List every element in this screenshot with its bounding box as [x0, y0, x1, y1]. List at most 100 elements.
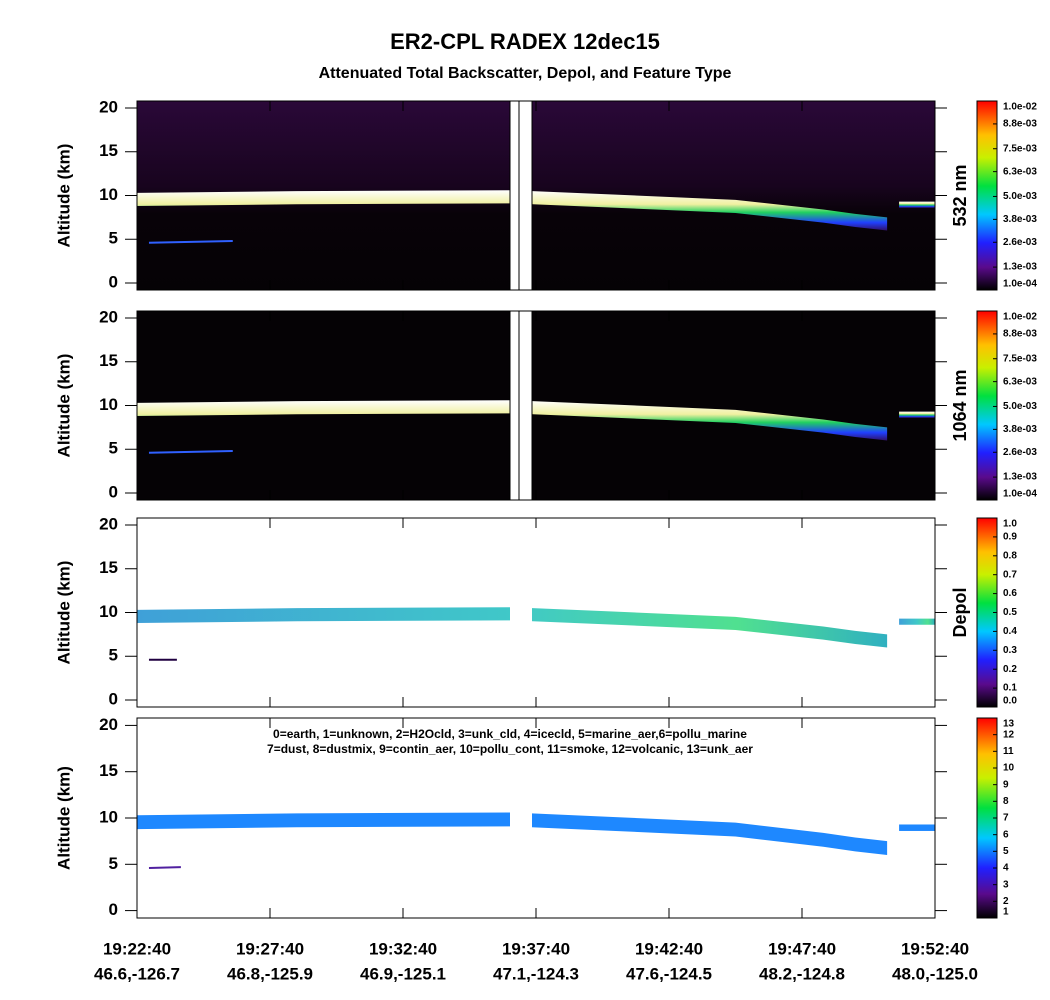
x-location-label: 47.6,-124.5 — [626, 964, 712, 983]
data-gap — [510, 101, 532, 290]
x-location-label: 46.6,-126.7 — [94, 964, 180, 983]
y-tick-label: 10 — [99, 185, 118, 204]
colorbar-tick-label: 0.3 — [1003, 645, 1017, 656]
cloud-layer — [137, 190, 888, 231]
y-axis-label: Altitude (km) — [54, 144, 73, 248]
colorbar-tick-label: 7.5e-03 — [1003, 143, 1037, 154]
y-tick-label: 5 — [109, 854, 118, 873]
legend-annotation: 0=earth, 1=unknown, 2=H2Ocld, 3=unk_cld,… — [273, 727, 747, 741]
colorbar-tick-label: 3 — [1003, 879, 1009, 890]
colorbar-tick-label: 2 — [1003, 896, 1009, 907]
y-axis-label: Altitude (km) — [54, 766, 73, 870]
y-tick-label: 0 — [109, 272, 118, 291]
colorbar-tick-label: 3.8e-03 — [1003, 424, 1037, 435]
colorbar-tick-label: 2.6e-03 — [1003, 447, 1037, 458]
colorbar-tick-label: 6.3e-03 — [1003, 166, 1037, 177]
y-tick-label: 10 — [99, 395, 118, 414]
colorbar-tick-label: 6 — [1003, 829, 1009, 840]
colorbar-tick-label: 0.7 — [1003, 569, 1017, 580]
colorbar-tick-label: 0.1 — [1003, 683, 1017, 694]
x-location-label: 48.0,-125.0 — [892, 964, 978, 983]
x-location-label: 46.8,-125.9 — [227, 964, 313, 983]
aerosol-streak — [148, 240, 233, 244]
colorbar-tick-label: 1 — [1003, 907, 1009, 918]
cloud-layer — [899, 824, 935, 831]
colorbar-tick-label: 1.0e-02 — [1003, 102, 1037, 113]
colorbar-label: Depol — [950, 587, 970, 637]
cloud-layer — [899, 411, 935, 418]
y-tick-label: 15 — [99, 761, 118, 780]
x-tick-label: 19:27:40 — [236, 939, 304, 958]
data-gap — [510, 718, 532, 918]
x-tick-label: 19:37:40 — [502, 939, 570, 958]
y-axis-label: Altitude (km) — [54, 561, 73, 665]
colorbar-tick-label: 0.9 — [1003, 532, 1017, 543]
colorbar-tick-label: 7 — [1003, 813, 1009, 824]
colorbar-tick-label: 0.2 — [1003, 664, 1017, 675]
y-axis-label: Altitude (km) — [54, 354, 73, 458]
x-tick-label: 19:22:40 — [103, 939, 171, 958]
x-location-label: 46.9,-125.1 — [360, 964, 446, 983]
colorbar-tick-label: 3.8e-03 — [1003, 214, 1037, 225]
colorbar-tick-label: 7.5e-03 — [1003, 353, 1037, 364]
data-gap — [510, 518, 532, 707]
colorbar-tick-label: 13 — [1003, 719, 1015, 730]
colorbar-tick-label: 5.0e-03 — [1003, 191, 1037, 202]
colorbar — [976, 310, 998, 501]
data-gap — [510, 311, 532, 500]
y-tick-label: 10 — [99, 807, 118, 826]
colorbar-tick-label: 0.8 — [1003, 550, 1017, 561]
legend-annotation: 7=dust, 8=dustmix, 9=contin_aer, 10=poll… — [267, 742, 753, 756]
y-tick-label: 20 — [99, 514, 118, 533]
y-tick-label: 0 — [109, 900, 118, 919]
y-tick-label: 0 — [109, 689, 118, 708]
y-tick-label: 15 — [99, 141, 118, 160]
colorbar-label: 1064 nm — [950, 369, 970, 441]
colorbar-tick-label: 0.6 — [1003, 588, 1017, 599]
cloud-layer — [137, 607, 888, 648]
y-tick-label: 0 — [109, 482, 118, 501]
colorbar-tick-label: 0.5 — [1003, 607, 1017, 618]
chart-subtitle: Attenuated Total Backscatter, Depol, and… — [319, 65, 732, 82]
colorbar-tick-label: 8 — [1003, 796, 1009, 807]
x-tick-label: 19:32:40 — [369, 939, 437, 958]
cloud-layer — [899, 201, 935, 208]
y-tick-label: 20 — [99, 715, 118, 734]
y-tick-label: 15 — [99, 351, 118, 370]
y-tick-label: 5 — [109, 229, 118, 248]
chart-title: ER2-CPL RADEX 12dec15 — [390, 29, 660, 54]
y-tick-label: 10 — [99, 602, 118, 621]
y-tick-label: 5 — [109, 439, 118, 458]
colorbar-tick-label: 5 — [1003, 846, 1009, 857]
aerosol-streak — [148, 450, 233, 454]
colorbar-tick-label: 4 — [1003, 863, 1009, 874]
y-tick-label: 20 — [99, 307, 118, 326]
cloud-layer — [137, 400, 888, 441]
colorbar-tick-label: 1.0e-02 — [1003, 312, 1037, 323]
colorbar-tick-label: 0.4 — [1003, 626, 1017, 637]
aerosol-streak — [148, 866, 181, 869]
x-location-label: 47.1,-124.3 — [493, 964, 579, 983]
colorbar-tick-label: 1.3e-03 — [1003, 262, 1037, 273]
colorbar-label: 532 nm — [950, 164, 970, 226]
colorbar — [976, 100, 998, 291]
x-tick-label: 19:52:40 — [901, 939, 969, 958]
colorbar-tick-label: 1.0e-04 — [1003, 489, 1037, 500]
colorbar-tick-label: 1.0e-04 — [1003, 279, 1037, 290]
colorbar-tick-label: 6.3e-03 — [1003, 376, 1037, 387]
colorbar-tick-label: 5.0e-03 — [1003, 401, 1037, 412]
colorbar-tick-label: 12 — [1003, 729, 1015, 740]
x-tick-label: 19:42:40 — [635, 939, 703, 958]
x-location-label: 48.2,-124.8 — [759, 964, 845, 983]
colorbar-tick-label: 11 — [1003, 746, 1014, 757]
cloud-layer — [899, 618, 935, 625]
colorbar-tick-label: 9 — [1003, 779, 1009, 790]
colorbar-tick-label: 2.6e-03 — [1003, 237, 1037, 248]
y-tick-label: 5 — [109, 646, 118, 665]
colorbar-tick-label: 0.0 — [1003, 696, 1017, 707]
colorbar-tick-label: 8.8e-03 — [1003, 329, 1037, 340]
cloud-layer — [137, 812, 888, 856]
colorbar-tick-label: 1.3e-03 — [1003, 472, 1037, 483]
